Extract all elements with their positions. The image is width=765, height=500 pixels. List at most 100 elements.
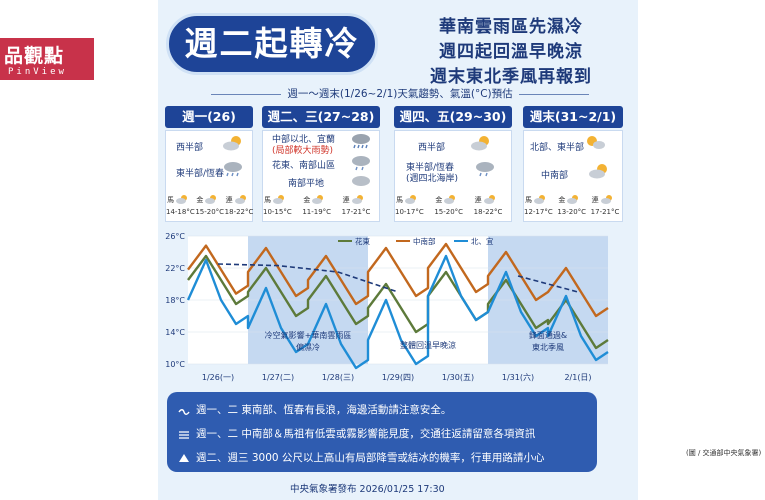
temp-range: 11-19°C bbox=[302, 208, 332, 216]
temp-region: 馬 bbox=[525, 196, 532, 204]
day-header-4: 週末(31~2/1) bbox=[523, 106, 623, 128]
trend-arrow-1 bbox=[217, 263, 399, 293]
temp-region: 馬 bbox=[167, 196, 174, 204]
temp-region: 金 bbox=[558, 196, 566, 204]
temp-region: 金 bbox=[435, 196, 443, 204]
day2-line-1: 中部以北、宜蘭 bbox=[272, 135, 336, 145]
note-1: 週一、二 東南部、恆春有長浪，海邊活動請注意安全。 bbox=[178, 402, 451, 417]
day2-line-2: (局部較大雨勢) bbox=[272, 146, 334, 156]
rain-cloud-icon bbox=[224, 162, 242, 177]
day-header-2: 週二、三(27~28) bbox=[262, 106, 380, 128]
chart-annotation: 整體回溫早晚涼 bbox=[400, 340, 456, 350]
y-tick-label: 10°C bbox=[165, 360, 185, 369]
temp-range: 10-17°C bbox=[395, 208, 424, 216]
brand-sub: PinView bbox=[8, 67, 67, 77]
issuer-footer: 中央氣象署發布 2026/01/25 17:30 bbox=[290, 484, 445, 495]
chart-annotation: 冷空氣影響+華南雲雨區 bbox=[265, 330, 352, 340]
y-tick-label: 18°C bbox=[165, 296, 185, 305]
subtitle-3: 週末東北季風再報到 bbox=[430, 67, 592, 87]
cloud-icon bbox=[205, 195, 217, 204]
day1-line-2: 東半部/恆春 bbox=[176, 169, 225, 179]
cloud-icon bbox=[352, 176, 370, 186]
series-line-3 bbox=[186, 254, 609, 370]
cloud-icon bbox=[483, 195, 495, 204]
day-cell-4 bbox=[523, 130, 623, 222]
legend-label: 中南部 bbox=[413, 236, 436, 246]
x-tick-label: 1/30(五) bbox=[442, 373, 474, 382]
legend-label: 北、宜 bbox=[471, 236, 494, 246]
rain-cloud-icon bbox=[352, 156, 370, 171]
cloud-icon bbox=[351, 195, 363, 204]
temperature-trend-chart: 10°C 14°C 18°C 22°C 26°C 花東 中南部 北、宜 1/26(一) 1/27(… bbox=[165, 232, 609, 382]
temp-range: 10-15°C bbox=[263, 208, 292, 216]
temp-region: 馬 bbox=[264, 196, 271, 204]
temp-range: 18-22°C bbox=[473, 208, 503, 216]
chart-annotation: 偏濕冷 bbox=[296, 342, 320, 352]
note-2: 週一、二 中南部＆馬祖有低雲或霧影響能見度，交通往返請留意各項資訊 bbox=[178, 426, 535, 441]
temp-region: 金 bbox=[196, 196, 204, 204]
brand-main: 品觀點 bbox=[4, 45, 65, 67]
x-tick-label: 1/28(三) bbox=[322, 373, 354, 382]
cloud-icon bbox=[273, 195, 284, 204]
chart-annotation: 鋒面通過& bbox=[529, 330, 567, 340]
sun-cloud-icon bbox=[471, 136, 489, 151]
cloud-icon bbox=[405, 195, 416, 204]
day1-line-1: 西半部 bbox=[176, 143, 204, 153]
temp-region: 金 bbox=[303, 196, 311, 204]
fog-icon bbox=[179, 431, 189, 439]
cloud-icon bbox=[534, 195, 545, 204]
day2-line-4: 南部平地 bbox=[288, 179, 325, 189]
day-header-3: 週四、五(29~30) bbox=[394, 106, 512, 128]
series-line-1 bbox=[187, 254, 609, 350]
rain-cloud-icon bbox=[476, 162, 494, 177]
day3-line-1: 西半部 bbox=[418, 143, 446, 153]
sun-cloud-icon bbox=[223, 136, 241, 151]
temp-region: 馬 bbox=[396, 196, 403, 204]
cloud-icon bbox=[444, 195, 456, 204]
day4-line-1: 北部、東半部 bbox=[530, 143, 585, 153]
x-tick-label: 2/1(日) bbox=[564, 373, 591, 382]
temp-range: 17-21°C bbox=[590, 208, 620, 216]
day3-line-3: (週四北海岸) bbox=[406, 174, 459, 184]
cloud-icon bbox=[234, 195, 246, 204]
subtitle-2: 週四起回溫早晚涼 bbox=[439, 42, 583, 62]
sun-cloud-icon bbox=[589, 164, 607, 179]
y-tick-label: 14°C bbox=[165, 328, 185, 337]
temp-region: 連 bbox=[591, 196, 599, 204]
temp-range: 12-17°C bbox=[524, 208, 553, 216]
brand-logo: 品觀點 PinView bbox=[0, 38, 94, 80]
x-tick-label: 1/26(一) bbox=[202, 373, 234, 382]
temp-region: 連 bbox=[225, 196, 233, 204]
cloud-icon bbox=[312, 195, 324, 204]
temp-range: 15-20°C bbox=[434, 208, 464, 216]
cloud-icon bbox=[176, 195, 187, 204]
x-tick-label: 1/29(四) bbox=[382, 373, 414, 382]
x-tick-label: 1/27(二) bbox=[262, 373, 294, 382]
period-label: 週一～週末(1/26~2/1)天氣趨勢、氣溫(°C)預估 bbox=[190, 86, 610, 101]
day-cell-2 bbox=[262, 130, 380, 222]
subtitle-1: 華南雲雨區先濕冷 bbox=[439, 17, 583, 37]
wave-icon bbox=[178, 409, 190, 415]
day-cell-3 bbox=[394, 130, 512, 222]
y-tick-label: 26°C bbox=[165, 232, 185, 241]
note-3: 週二、週三 3000 公尺以上高山有局部降雪或結冰的機率，行車用路請小心 bbox=[178, 450, 544, 465]
image-credit: (圖 / 交通部中央氣象署) bbox=[686, 449, 762, 457]
temp-range: 18-22°C bbox=[224, 208, 254, 216]
headline: 週二起轉冷 bbox=[166, 13, 378, 75]
notes-box bbox=[167, 392, 597, 472]
mountain-snow-icon bbox=[179, 454, 189, 462]
sun-cloud-icon bbox=[587, 136, 605, 149]
temp-range: 17-21°C bbox=[341, 208, 371, 216]
chart-annotation: 東北季風 bbox=[532, 342, 564, 352]
day3-line-2: 東半部/恆春 bbox=[406, 163, 455, 173]
temp-region: 連 bbox=[474, 196, 482, 204]
temp-range: 15-20°C bbox=[195, 208, 225, 216]
day4-line-2: 中南部 bbox=[541, 171, 569, 181]
heavy-rain-icon bbox=[352, 134, 370, 149]
y-tick-label: 22°C bbox=[165, 264, 185, 273]
trend-arrow-2 bbox=[517, 275, 579, 293]
legend-label: 花東 bbox=[355, 236, 370, 246]
temp-range: 13-20°C bbox=[557, 208, 587, 216]
day2-line-3: 花東、南部山區 bbox=[272, 161, 336, 171]
cloud-icon bbox=[600, 195, 612, 204]
